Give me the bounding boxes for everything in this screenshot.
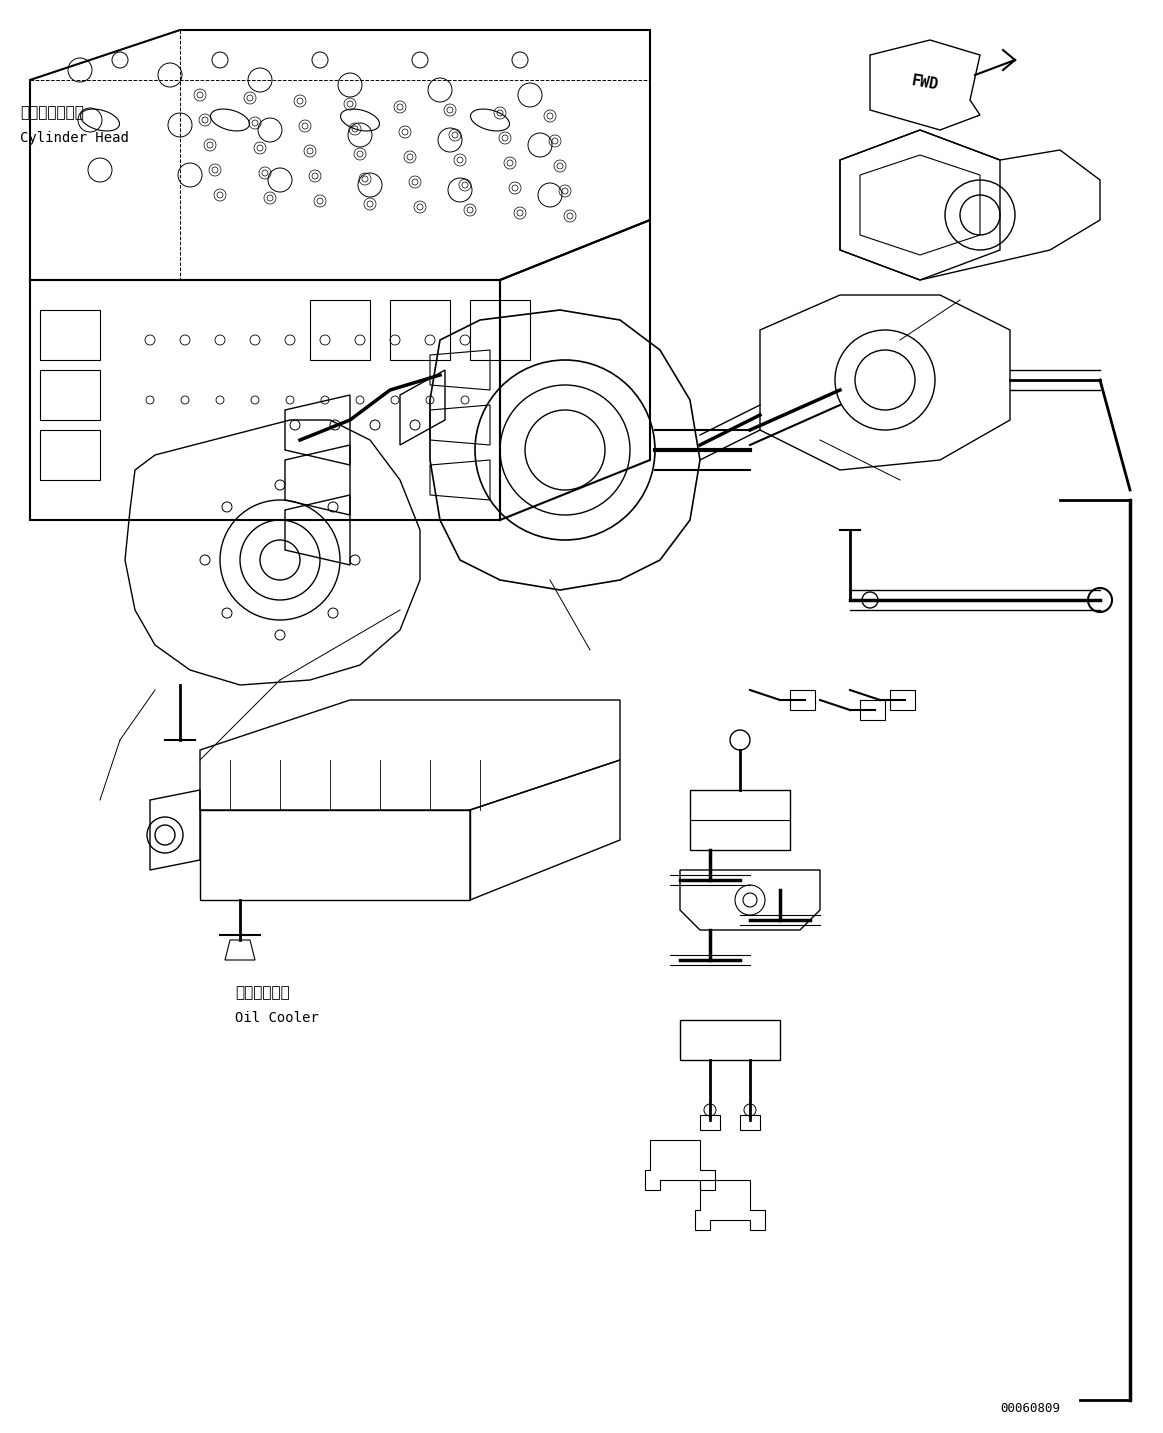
Text: シリンダヘッド: シリンダヘッド bbox=[20, 105, 84, 120]
Text: 00060809: 00060809 bbox=[1000, 1401, 1059, 1414]
Text: Oil Cooler: Oil Cooler bbox=[235, 1012, 319, 1025]
Text: Cylinder Head: Cylinder Head bbox=[20, 130, 129, 145]
Text: オイルクーラ: オイルクーラ bbox=[235, 984, 290, 1000]
Text: FWD: FWD bbox=[911, 73, 940, 93]
